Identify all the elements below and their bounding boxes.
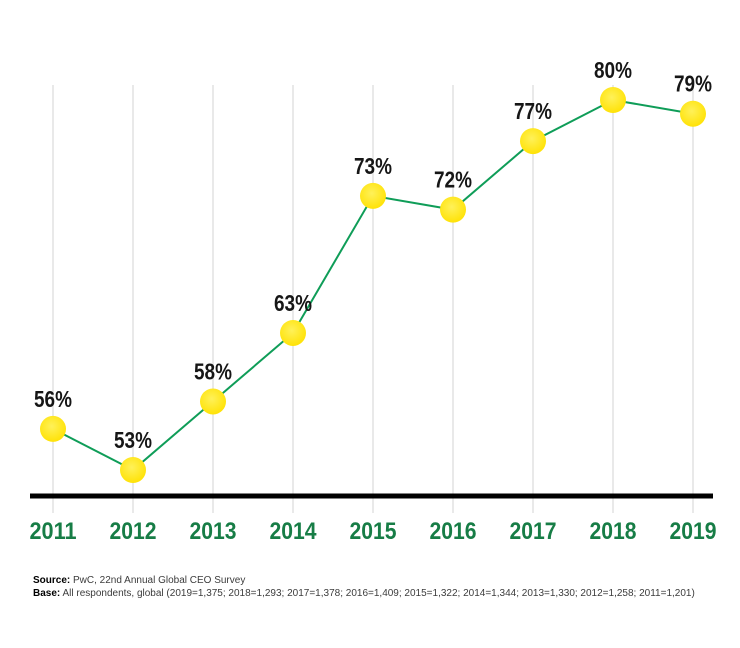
data-point-label: 80% bbox=[594, 57, 632, 83]
x-axis-label: 2016 bbox=[430, 518, 477, 545]
x-axis-label: 2013 bbox=[190, 518, 237, 545]
data-point bbox=[40, 415, 66, 442]
base-text: All respondents, global (2019=1,375; 201… bbox=[60, 588, 695, 599]
base-line: Base: All respondents, global (2019=1,37… bbox=[33, 587, 695, 600]
data-point bbox=[600, 87, 626, 113]
data-point-label: 79% bbox=[674, 71, 712, 97]
x-axis-label: 2014 bbox=[270, 518, 318, 545]
data-point bbox=[680, 100, 706, 127]
x-axis-label: 2015 bbox=[350, 518, 397, 545]
data-point bbox=[360, 182, 386, 209]
data-point bbox=[520, 128, 546, 155]
data-point-label: 56% bbox=[34, 386, 72, 412]
data-point-label: 53% bbox=[114, 427, 152, 453]
data-point-label: 63% bbox=[274, 290, 312, 316]
source-text: PwC, 22nd Annual Global CEO Survey bbox=[70, 575, 246, 586]
data-point bbox=[280, 319, 306, 346]
source-line: Source: PwC, 22nd Annual Global CEO Surv… bbox=[33, 574, 695, 587]
ceo-survey-line-chart: 56% 2011 53% 2012 58% 2013 63% 2014 73% 2015 72% 20… bbox=[30, 57, 717, 545]
data-point bbox=[200, 388, 226, 415]
x-axis-label: 2018 bbox=[590, 518, 637, 545]
chart-footnote: Source: PwC, 22nd Annual Global CEO Surv… bbox=[33, 574, 695, 600]
x-axis-label: 2011 bbox=[30, 518, 77, 545]
data-point-label: 77% bbox=[514, 98, 552, 124]
data-point-label: 58% bbox=[194, 358, 232, 384]
x-axis-label: 2012 bbox=[110, 518, 157, 545]
data-point-label: 72% bbox=[434, 167, 472, 193]
source-label: Source: bbox=[33, 575, 71, 586]
data-point bbox=[440, 196, 466, 223]
data-point bbox=[120, 457, 146, 483]
base-label: Base: bbox=[33, 588, 61, 599]
x-axis-label: 2017 bbox=[510, 518, 557, 545]
x-axis-label: 2019 bbox=[670, 518, 717, 545]
data-point-label: 73% bbox=[354, 153, 392, 179]
